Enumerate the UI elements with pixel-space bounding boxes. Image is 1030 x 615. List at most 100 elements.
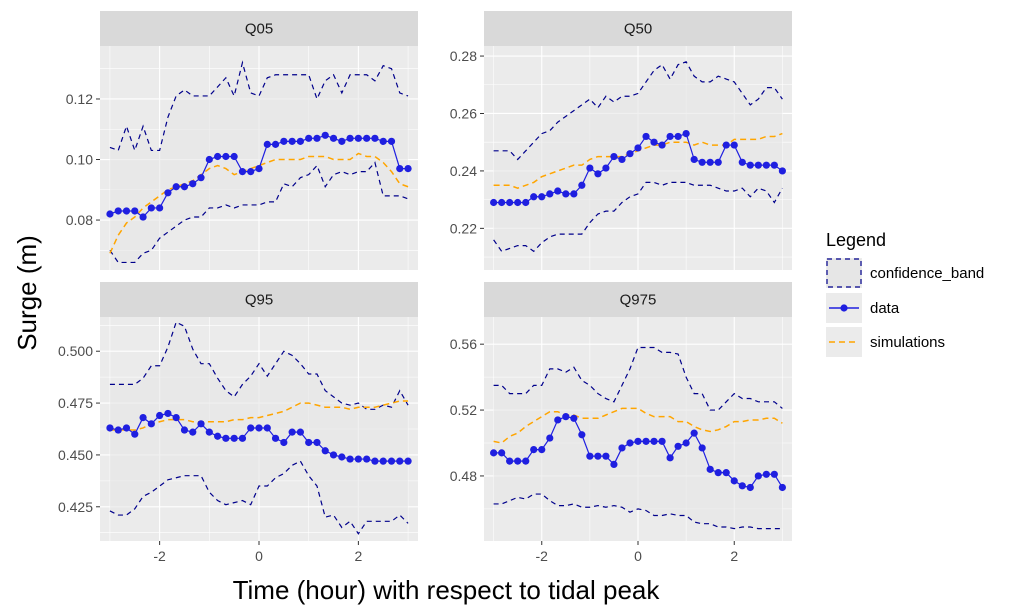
simulations-line [493, 407, 783, 444]
data-point [263, 424, 271, 432]
x-tick-label: 2 [354, 548, 362, 564]
data-point [263, 140, 271, 148]
simulations-line [109, 400, 409, 431]
confidence-band-upper [109, 321, 409, 410]
data-point [714, 158, 722, 166]
data-point [197, 420, 205, 428]
y-tick-label: 0.475 [58, 395, 93, 411]
data-point [738, 158, 746, 166]
confidence-band-lower [493, 181, 783, 253]
data-point [313, 134, 321, 142]
data-point [329, 134, 338, 142]
data-point [139, 213, 147, 221]
data-point [666, 132, 674, 141]
facet-strip-label: Q95 [245, 292, 273, 309]
facet-strip [484, 11, 792, 46]
data-point [602, 164, 610, 172]
data-point [506, 457, 514, 465]
y-tick-label: 0.48 [450, 468, 477, 484]
facet-panel-q95: Q95 0.425 0.450 0.475 0.500 -2 0 2 [58, 282, 418, 564]
data-point [180, 183, 189, 191]
data-point [626, 439, 634, 447]
data-point [346, 134, 354, 142]
data-point [610, 460, 618, 469]
data-point [379, 457, 387, 465]
data-point [247, 424, 255, 432]
data-point [305, 134, 313, 142]
x-tick-label: -2 [536, 548, 549, 564]
y-axis-title: Surge (m) [12, 235, 42, 351]
data-point [205, 428, 213, 436]
simulations-line [109, 152, 409, 254]
data-point [594, 170, 602, 178]
data-point [538, 445, 546, 454]
data-point [754, 472, 762, 480]
data-point [778, 483, 786, 492]
y-tick-label: 0.450 [58, 447, 93, 463]
data-point [296, 428, 304, 436]
y-tick-label: 0.52 [450, 402, 477, 418]
data-point [147, 420, 155, 428]
data-point [280, 438, 288, 447]
y-tick-label: 0.26 [450, 105, 477, 121]
y-tick-label: 0.500 [58, 343, 93, 359]
data-point [122, 424, 131, 432]
data-point [690, 429, 698, 437]
data-point [131, 207, 139, 215]
data-point [214, 152, 222, 161]
legend-key-confidence-band [826, 258, 862, 288]
data-point [498, 449, 506, 457]
data-point [770, 470, 778, 478]
data-point [538, 193, 546, 201]
data-point [514, 198, 522, 207]
confidence-band-lower [493, 493, 783, 530]
data-point [230, 152, 238, 161]
data-point [387, 137, 396, 145]
data-point [164, 409, 172, 418]
data-point [578, 181, 586, 189]
data-point [570, 190, 578, 198]
y-tick-label: 0.12 [66, 91, 93, 107]
data-point [404, 164, 412, 173]
data-point [363, 134, 371, 142]
data-point [114, 426, 122, 434]
data-point [698, 444, 706, 452]
data-point [189, 428, 197, 436]
y-tick-label: 0.22 [450, 220, 477, 236]
data-point [770, 161, 778, 169]
confidence-band-fill [109, 62, 409, 263]
data-point [122, 207, 131, 215]
data-point [682, 439, 690, 447]
data-point [634, 437, 642, 445]
legend-label-simulations: simulations [870, 334, 945, 351]
data-point [578, 431, 586, 439]
data-point [255, 164, 263, 173]
data-point [131, 430, 139, 438]
data-point [139, 413, 147, 422]
data-point [658, 141, 666, 149]
data-point [313, 438, 321, 447]
facet-panel-q975: Q975 0.48 0.52 0.56 -2 0 2 [450, 282, 792, 564]
data-point [271, 140, 280, 148]
y-tick-label: 0.28 [450, 48, 477, 64]
data-point [530, 445, 538, 454]
legend-title: Legend [826, 230, 886, 250]
data-point [602, 452, 610, 460]
data-point [674, 442, 682, 450]
data-point [396, 164, 404, 173]
data-point [522, 457, 530, 465]
data-point [172, 183, 180, 191]
data-point [650, 437, 658, 445]
data-point [706, 465, 714, 473]
data-point [222, 152, 230, 161]
facet-strip [100, 282, 418, 317]
data-point [338, 453, 346, 461]
confidence-band-upper [493, 61, 783, 161]
data-point [271, 434, 280, 442]
data-point [562, 413, 570, 421]
data-point [156, 411, 164, 420]
data-point [147, 204, 155, 212]
data-point [288, 137, 296, 145]
data-point [321, 447, 329, 455]
data-point [114, 207, 122, 215]
